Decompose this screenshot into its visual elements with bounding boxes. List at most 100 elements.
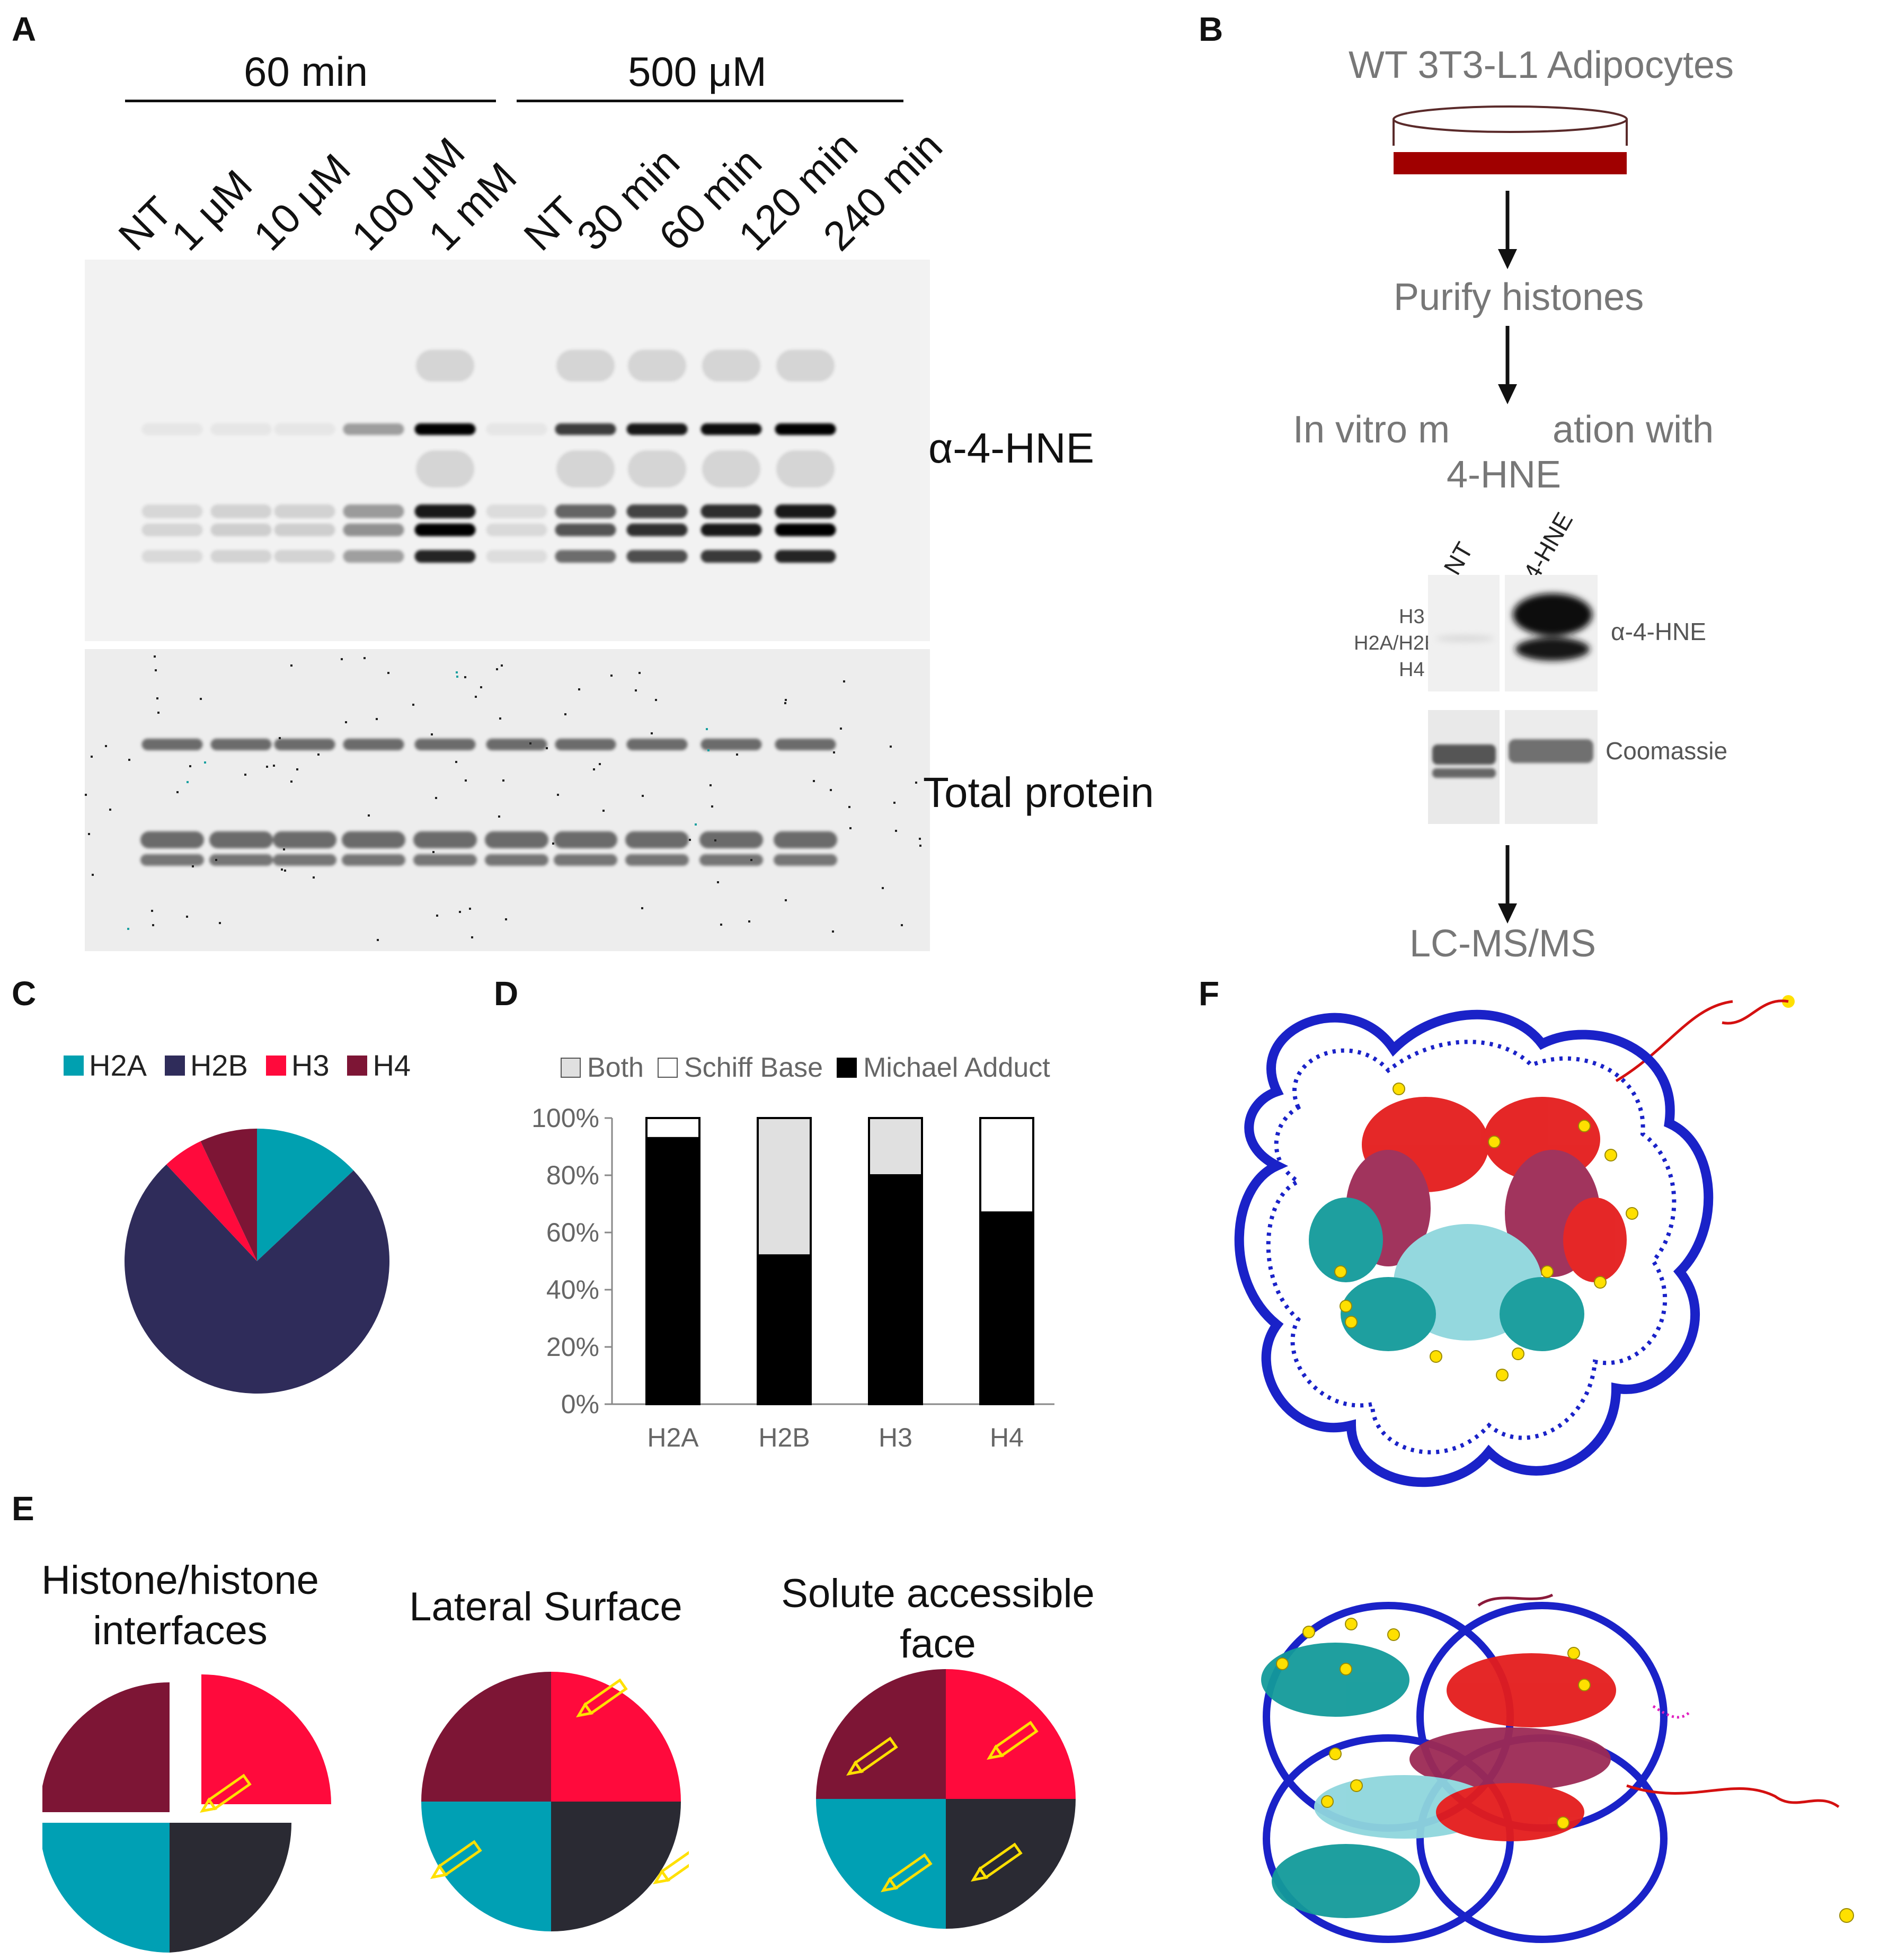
y-tick-label: 100% xyxy=(531,1103,599,1133)
hne-lower-band-3 xyxy=(274,550,335,563)
panel-e-title-3-line2: face xyxy=(900,1621,976,1666)
hne-upper-band xyxy=(210,423,272,435)
hne-upper-band xyxy=(626,423,688,435)
total-lower-band-2 xyxy=(554,854,617,866)
pie-notch xyxy=(132,1168,257,1261)
blot-speckle xyxy=(546,747,548,749)
blot-speckle xyxy=(154,655,156,658)
blot-speckle xyxy=(501,664,503,667)
blot-speckle xyxy=(919,845,921,847)
panel-b-lane-hne: 4-HNE xyxy=(1518,507,1579,585)
blot-speckle xyxy=(695,823,697,826)
pencil-icon xyxy=(987,1720,1039,1760)
bar-h2b-michael-adduct xyxy=(757,1254,812,1405)
pie-slice-h4 xyxy=(200,1129,257,1261)
panel-f-letter: F xyxy=(1199,974,1220,1013)
panel-e-title-2: Lateral Surface xyxy=(382,1582,710,1632)
blot-speckle xyxy=(651,732,653,734)
hne-lower-band-1 xyxy=(414,504,476,518)
legend-h2a: H2A xyxy=(89,1049,147,1082)
hne-upper-band xyxy=(274,423,335,435)
blot-speckle xyxy=(157,712,159,714)
total-lower-band-1 xyxy=(273,831,336,848)
total-lower-band-2 xyxy=(485,854,548,866)
panel-a-lane-label: 1 μM xyxy=(162,161,261,260)
blot-speckle xyxy=(720,924,722,926)
legend-swatch-h4 xyxy=(347,1055,368,1076)
pencil-icon xyxy=(430,1840,482,1879)
blot-speckle xyxy=(341,658,343,660)
blot-speckle xyxy=(105,745,107,747)
bar-h2a-michael-adduct xyxy=(645,1137,700,1406)
hne-upper-band xyxy=(414,423,476,435)
hne-smear xyxy=(776,350,835,382)
e3-quadrant-h3 xyxy=(946,1669,1076,1799)
e1-quadrant-h2a xyxy=(42,1823,170,1953)
blot-speckle xyxy=(750,859,752,861)
blot-speckle xyxy=(471,936,473,938)
legend-swatch-h2a xyxy=(64,1055,84,1076)
panel-a-total-protein-label: Total protein xyxy=(923,769,1154,816)
blot-speckle xyxy=(281,868,283,871)
blot-speckle xyxy=(642,795,644,797)
blot-speckle xyxy=(368,814,370,817)
total-upper-band xyxy=(343,739,404,750)
legend-swatch-h2b xyxy=(164,1055,185,1076)
panel-e-title-1-line1: Histone/histone xyxy=(41,1558,319,1603)
total-lower-band-2 xyxy=(774,854,837,866)
blot-speckle xyxy=(717,881,719,883)
blot-speckle xyxy=(849,827,852,829)
blot-speckle xyxy=(564,713,566,715)
blot-speckle xyxy=(848,806,850,808)
blot-speckle xyxy=(882,887,884,889)
blot-speckle xyxy=(283,848,285,850)
hne-lower-band-3 xyxy=(775,550,836,563)
total-lower-band-1 xyxy=(140,831,204,848)
panel-b-hne-blot xyxy=(1428,575,1598,691)
arrow-down-icon xyxy=(1498,845,1517,924)
blot-speckle xyxy=(455,761,457,763)
blot-speckle xyxy=(85,794,87,796)
total-lower-band-1 xyxy=(774,831,837,848)
blot-speckle xyxy=(459,911,461,913)
blot-speckle xyxy=(377,939,379,941)
blot-speckle xyxy=(505,918,507,920)
blot-speckle xyxy=(317,753,320,756)
total-lower-band-2 xyxy=(209,854,273,866)
blot-speckle xyxy=(151,910,153,912)
legend-schiff-base: Schiff Base xyxy=(684,1052,823,1083)
panel-b-band-h2a-h2b: H2A/H2B xyxy=(1354,632,1438,654)
blot-speckle xyxy=(602,810,605,812)
blot-speckle xyxy=(895,830,897,832)
legend-swatch-schiff-base xyxy=(657,1058,678,1078)
blot-speckle xyxy=(313,876,315,879)
panel-b-step1: WT 3T3-L1 Adipocytes xyxy=(1349,44,1734,86)
blot-speckle xyxy=(599,763,601,765)
blot-speckle xyxy=(919,838,921,840)
total-upper-band xyxy=(141,739,203,750)
pie-slice-h2a xyxy=(257,1129,354,1261)
y-tick-label: 0% xyxy=(561,1389,599,1419)
panel-e-pie-solute xyxy=(816,1669,1076,1929)
hne-smear xyxy=(702,450,760,487)
hne-lower-band-2 xyxy=(141,524,203,536)
blot-speckle xyxy=(552,842,554,845)
blot-speckle xyxy=(833,751,835,753)
total-lower-band-1 xyxy=(413,831,477,848)
blot-speckle xyxy=(498,815,500,818)
hne-lower-band-1 xyxy=(274,504,335,518)
panel-a-hne-label: α-4-HNE xyxy=(928,424,1094,472)
blot-speckle xyxy=(127,928,129,930)
blot-speckle xyxy=(91,756,93,758)
hne-lower-band-2 xyxy=(210,524,272,536)
hne-smear xyxy=(702,350,760,382)
x-tick-label: H2B xyxy=(758,1423,810,1452)
hne-lower-band-1 xyxy=(343,504,404,518)
blot-speckle xyxy=(496,668,498,670)
blot-speckle xyxy=(186,916,188,918)
hne-smear xyxy=(416,350,474,382)
e3-quadrant-h2a xyxy=(816,1799,946,1929)
panel-b-letter: B xyxy=(1199,10,1223,48)
hne-lower-band-1 xyxy=(555,504,616,518)
panel-c-pie-chart xyxy=(125,1129,389,1394)
